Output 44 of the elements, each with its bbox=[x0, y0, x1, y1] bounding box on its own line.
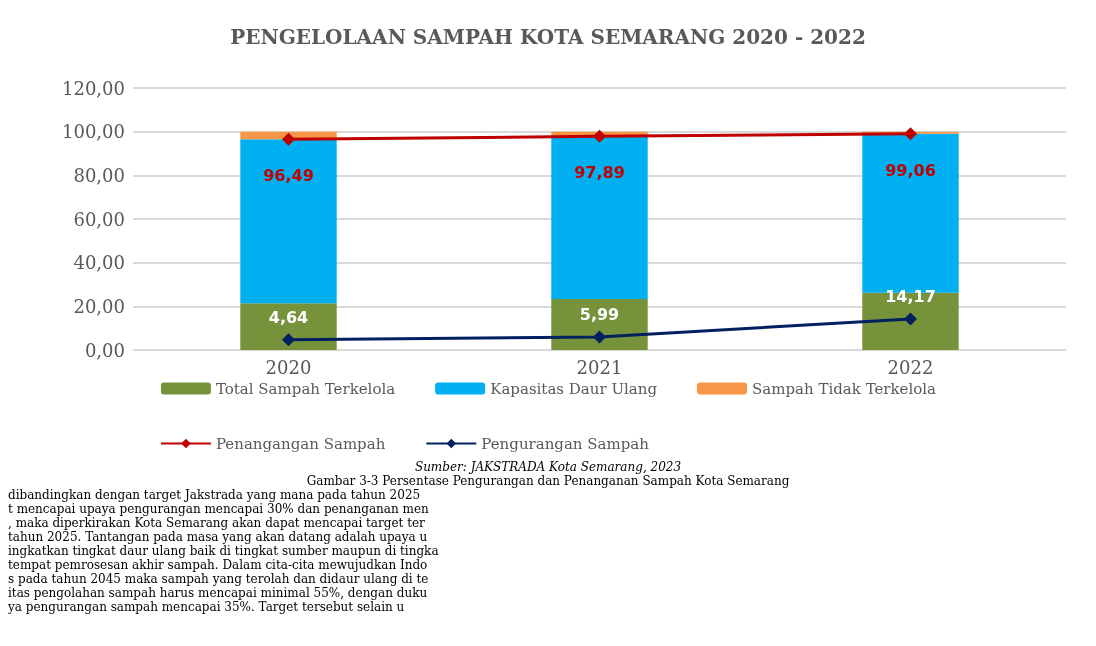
bar bbox=[240, 139, 337, 304]
point bbox=[593, 129, 606, 143]
y-tick-label: 100,00 bbox=[62, 121, 125, 143]
text: , maka diperkirakan Kota Semarang akan dapat mencapai target ter bbox=[8, 516, 426, 530]
text: Sumber: JAKSTRADA Kota Semarang, 2023 bbox=[413, 460, 683, 474]
point bbox=[282, 132, 295, 146]
data-label: 5,99 bbox=[579, 304, 620, 324]
text: ingkatkan tingkat daur ulang baik di tingkat sumber maupun di tingka bbox=[8, 544, 440, 558]
bar bbox=[551, 298, 648, 350]
legend-label: Sampah Tidak Terkelola bbox=[752, 379, 937, 398]
legend-label: Kapasitas Daur Ulang bbox=[490, 379, 658, 398]
point bbox=[282, 333, 295, 347]
y-tick-label: 0,00 bbox=[84, 339, 125, 361]
chart-title: PENGELOLAAN SAMPAH KOTA SEMARANG 2020 - 2022 bbox=[230, 25, 866, 49]
bar bbox=[862, 292, 959, 350]
text: s pada tahun 2045 maka sampah yang terolah dan didaur ulang di te bbox=[8, 572, 430, 586]
text: dibandingkan dengan target Jakstrada yang mana pada tahun 2025 bbox=[8, 488, 422, 502]
bar bbox=[240, 303, 337, 350]
x-tick-label: 2020 bbox=[265, 356, 312, 378]
y-tick-label: 40,00 bbox=[73, 252, 125, 274]
text: t mencapai upaya pengurangan mencapai 30% dan penanganan men bbox=[8, 502, 430, 516]
x-tick-label: 2021 bbox=[576, 356, 623, 378]
y-tick-label: 80,00 bbox=[73, 164, 125, 186]
data-label: 97,89 bbox=[574, 163, 625, 183]
legend-label: Pengurangan Sampah bbox=[481, 434, 650, 453]
data-label: 4,64 bbox=[268, 307, 309, 327]
legend-label: Penangangan Sampah bbox=[215, 434, 386, 453]
x-tick-label: 2022 bbox=[887, 356, 934, 378]
text: ya pengurangan sampah mencapai 35%. Target tersebut selain u bbox=[8, 600, 406, 614]
point bbox=[904, 127, 917, 141]
legend-label: Total Sampah Terkelola bbox=[215, 379, 396, 398]
data-label: 14,17 bbox=[885, 287, 936, 307]
bar bbox=[551, 136, 648, 299]
data-label: 96,49 bbox=[263, 166, 314, 186]
point bbox=[593, 330, 606, 344]
text: itas pengolahan sampah harus mencapai minimal 55%, dengan duku bbox=[8, 586, 429, 600]
text: tahun 2025. Tantangan pada masa yang akan datang adalah upaya u bbox=[8, 530, 429, 544]
y-tick-label: 120,00 bbox=[62, 77, 125, 99]
data-label: 99,06 bbox=[885, 160, 936, 180]
y-tick-label: 20,00 bbox=[73, 295, 125, 317]
point bbox=[904, 312, 917, 326]
text: tempat pemrosesan akhir sampah. Dalam cita-cita mewujudkan Indo bbox=[8, 558, 429, 572]
y-tick-label: 60,00 bbox=[73, 208, 125, 230]
text: Gambar 3-3 Persentase Pengurangan dan Penanganan Sampah Kota Semarang bbox=[305, 474, 791, 488]
